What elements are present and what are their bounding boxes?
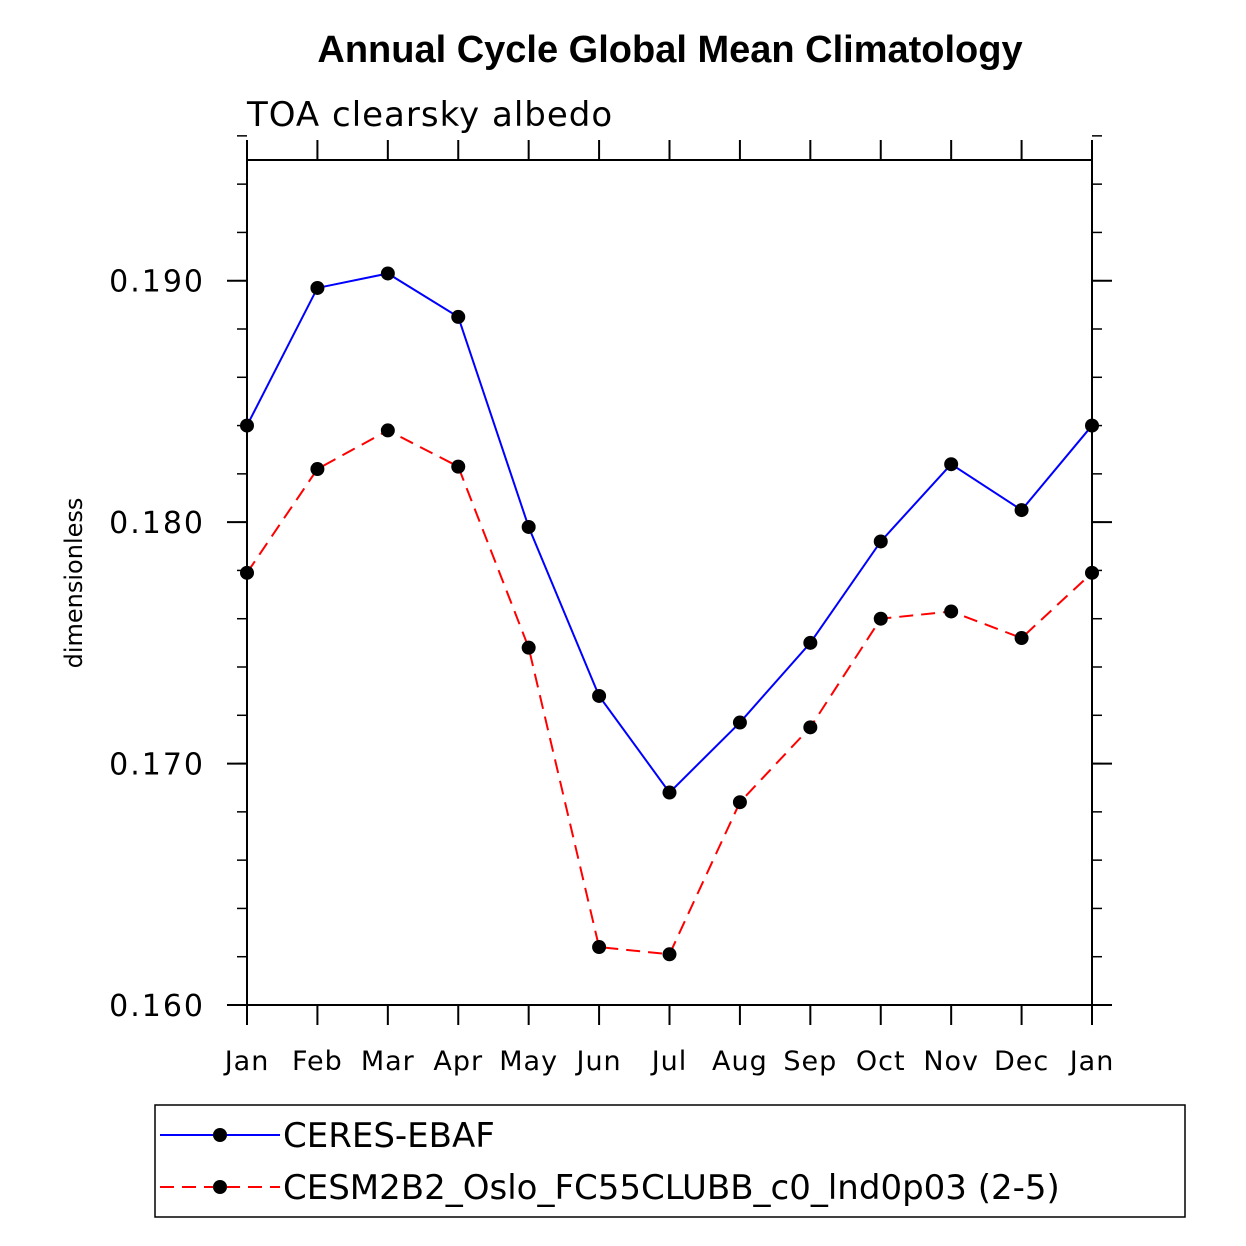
legend: CERES-EBAF CESM2B2_Oslo_FC55CLUBB_c0_lnd… [154, 1104, 1186, 1218]
x-tick-label: Aug [712, 1046, 768, 1077]
x-tick-label: Mar [361, 1046, 415, 1077]
series-0-point [803, 635, 818, 650]
series-0-point [451, 309, 466, 324]
series-1-point [1085, 565, 1099, 580]
chart-subtitle: TOA clearsky albedo [246, 95, 613, 135]
series-0-point [732, 715, 747, 730]
legend-label-ceres: CERES-EBAF [283, 1116, 495, 1156]
series-1-point [592, 940, 607, 955]
legend-marker-ceres [213, 1128, 227, 1142]
y-tick-label: 0.160 [109, 989, 205, 1024]
x-tick-label: Nov [923, 1046, 979, 1077]
series-1-point [310, 462, 325, 477]
series-line-0 [246, 272, 1093, 795]
x-tick-label: Sep [783, 1046, 837, 1077]
series-0-point [521, 519, 536, 534]
y-axis-label: dimensionless [60, 498, 88, 669]
series-0-point [873, 534, 888, 549]
plot-frame [246, 159, 1093, 1006]
series-1-point [944, 604, 959, 619]
series-0-point [240, 418, 254, 433]
series-0-point [1085, 418, 1099, 433]
series-1-point [521, 640, 536, 655]
series-0-point [662, 785, 677, 800]
chart-title: Annual Cycle Global Mean Climatology [317, 29, 1022, 71]
series-1-point [451, 459, 466, 474]
series-1-point [873, 611, 888, 626]
series-layer [240, 266, 1099, 962]
x-tick-label: May [499, 1046, 558, 1077]
x-tick-label: Oct [856, 1046, 906, 1077]
series-1-point [732, 795, 747, 810]
series-0-point [944, 457, 959, 472]
x-tick-label: Feb [292, 1046, 343, 1077]
x-tick-label: Jun [574, 1046, 621, 1077]
plot-axes: Jan Feb Mar Apr May Jun Jul Aug Sep Oct Nov Dec Jan 0… [109, 135, 1115, 1077]
x-tick-label: Jul [650, 1046, 688, 1077]
series-1-point [240, 565, 254, 580]
x-tick-label: Jan [1068, 1046, 1115, 1077]
series-0-point [310, 280, 325, 295]
legend-box [154, 1104, 1186, 1218]
series-1-point [380, 423, 395, 438]
y-tick-label: 0.170 [109, 748, 205, 783]
series-1-point [803, 720, 818, 735]
legend-label-cesm: CESM2B2_Oslo_FC55CLUBB_c0_lnd0p03 (2-5) [283, 1168, 1060, 1208]
series-1-point [1014, 631, 1029, 646]
x-tick-label: Jan [223, 1046, 270, 1077]
y-tick-label: 0.190 [109, 265, 205, 300]
series-0-point [1014, 503, 1029, 518]
series-line-1 [246, 429, 1093, 956]
x-tick-label: Apr [433, 1046, 483, 1077]
series-0-point [592, 688, 607, 703]
x-tick-label: Dec [994, 1046, 1049, 1077]
y-tick-label: 0.180 [109, 506, 205, 541]
legend-marker-cesm [213, 1180, 227, 1194]
series-1-point [662, 947, 677, 962]
series-0-point [380, 266, 395, 281]
